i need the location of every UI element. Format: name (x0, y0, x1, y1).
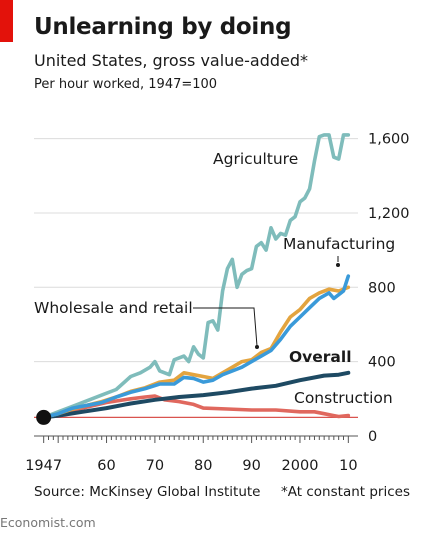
x-tick-label: 70 (146, 458, 164, 474)
y-tick-label: 0 (368, 429, 377, 445)
series-line-overall (41, 370, 351, 420)
marker-wholesale (255, 345, 259, 349)
chart-title: Unlearning by doing (34, 14, 292, 40)
label-overall: Overall (289, 348, 352, 366)
x-tick-label: 1947 (25, 458, 62, 474)
gridlines (34, 138, 358, 437)
y-tick-label: 400 (368, 355, 396, 371)
series-line-construction (41, 394, 351, 420)
y-tick-label: 1,200 (368, 206, 410, 222)
x-tick-label: 60 (97, 458, 115, 474)
chart-subtitle: United States, gross value-added* (34, 51, 309, 70)
label-wholesale-and-retail: Wholesale and retail (34, 299, 193, 317)
x-tick-label: 90 (242, 458, 260, 474)
leader-wholesale (193, 307, 258, 347)
y-axis: 0 400 800 1,200 1,600 (368, 132, 410, 445)
y-tick-label: 800 (368, 280, 396, 296)
series-line-manufacturing (41, 274, 351, 420)
series-lines (36, 133, 351, 425)
x-tick-label: 2000 (282, 458, 319, 474)
marker-manufacturing (336, 263, 340, 267)
footnote: *At constant prices (281, 484, 410, 500)
unit-note: Per hour worked, 1947=100 (34, 77, 218, 92)
x-tick-label: 80 (194, 458, 212, 474)
brand-watermark: Economist.com (0, 515, 96, 530)
annotations: Agriculture Manufacturing Wholesale and … (34, 150, 395, 407)
label-manufacturing: Manufacturing (283, 235, 395, 253)
label-agriculture: Agriculture (213, 150, 298, 168)
source-note: Source: McKinsey Global Institute (34, 484, 261, 500)
x-axis: 1947 60 70 80 90 2000 10 (25, 436, 358, 474)
start-point-marker (36, 409, 52, 425)
x-tick-label: 10 (339, 458, 357, 474)
series-line-agriculture (41, 133, 351, 420)
label-construction: Construction (294, 389, 393, 407)
brand-red-tag (0, 0, 13, 42)
y-tick-label: 1,600 (368, 132, 410, 148)
